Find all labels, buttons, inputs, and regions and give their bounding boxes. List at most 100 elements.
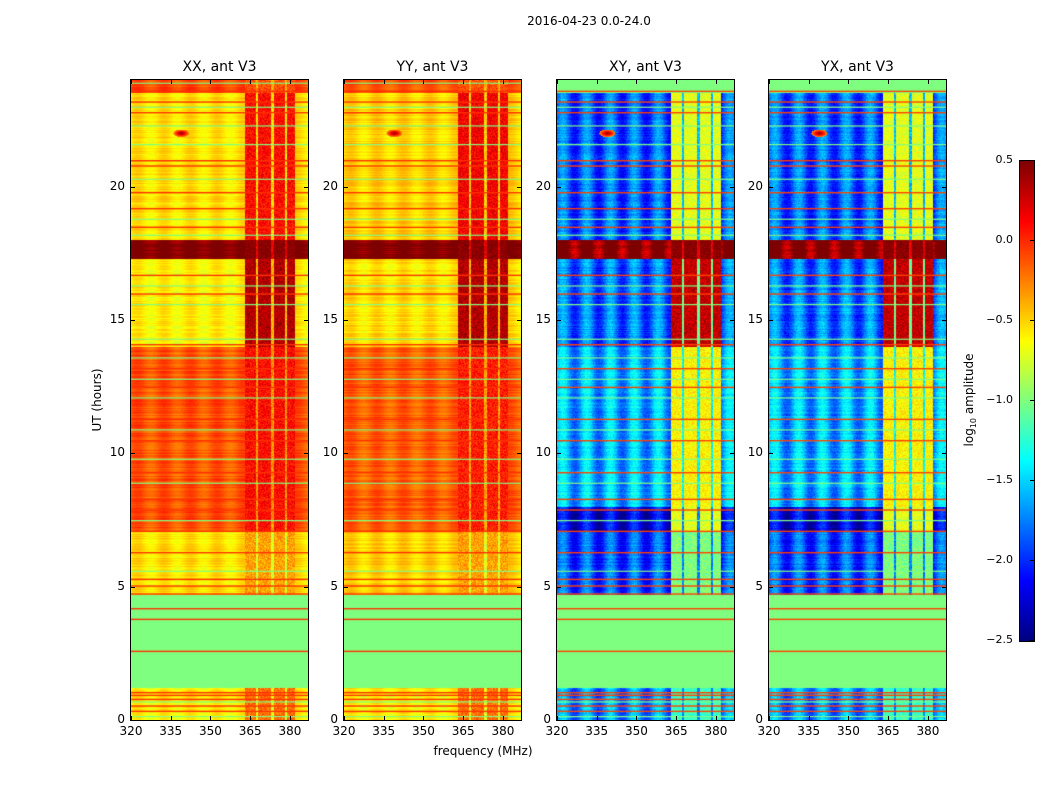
y-tick-mark (517, 186, 521, 188)
x-tick-label: 350 (199, 724, 222, 738)
panel-title: XY, ant V3 (609, 59, 682, 75)
x-tick-mark (502, 716, 504, 720)
x-tick-label: 380 (916, 724, 940, 738)
y-axis-label: UT (hours) (90, 368, 104, 432)
colorbar-tick-mark (1030, 480, 1034, 481)
y-tick-label: 20 (747, 178, 763, 193)
x-tick-mark (676, 80, 678, 84)
x-tick-mark (250, 716, 252, 720)
y-tick-label: 0 (330, 712, 338, 726)
panel-title: XX, ant V3 (182, 59, 257, 75)
x-tick-mark (715, 716, 717, 720)
x-tick-mark (210, 716, 212, 720)
x-tick-mark (170, 80, 172, 84)
colorbar-label: log10 amplitude (962, 354, 978, 447)
x-tick-label: 335 (372, 724, 396, 738)
x-tick-mark (769, 80, 770, 84)
y-tick-mark (942, 320, 946, 321)
x-tick-mark (463, 716, 465, 720)
figure-title: 2016-04-23 0.0-24.0 (527, 14, 651, 28)
heatmap-panel-xy (556, 79, 735, 721)
y-tick-label: 15 (322, 312, 338, 326)
y-tick-mark (769, 320, 773, 321)
colorbar-tick-label: 0.5 (995, 153, 1014, 166)
x-tick-mark (596, 80, 598, 84)
x-tick-mark (808, 80, 810, 84)
colorbar-tick-label: 0.0 (995, 233, 1014, 246)
x-tick-mark (170, 716, 172, 720)
y-tick-mark (131, 720, 135, 721)
y-tick-mark (344, 320, 348, 321)
y-tick-label: 15 (109, 312, 125, 326)
x-tick-label: 365 (876, 724, 900, 738)
y-tick-mark (304, 720, 308, 721)
x-tick-label: 335 (585, 724, 609, 738)
y-tick-mark (344, 720, 348, 721)
y-tick-mark (344, 453, 348, 455)
y-tick-label: 0 (543, 712, 551, 726)
x-tick-mark (289, 716, 291, 720)
colorbar-tick-mark (1030, 640, 1034, 641)
heatmap-panel-yy (343, 79, 522, 721)
y-tick-mark (730, 186, 734, 188)
x-tick-mark (715, 80, 717, 84)
colorbar-tick-mark (1030, 320, 1034, 321)
y-tick-mark (730, 453, 734, 455)
y-tick-mark (517, 586, 521, 588)
y-tick-mark (769, 186, 773, 188)
y-tick-mark (557, 586, 561, 588)
x-tick-label: 350 (625, 724, 648, 738)
x-tick-mark (344, 716, 345, 720)
colorbar-tick-mark (1030, 400, 1034, 401)
x-tick-mark (636, 716, 638, 720)
y-tick-mark (730, 586, 734, 588)
colorbar-tick-label: −2.5 (986, 633, 1013, 646)
y-tick-label: 0 (755, 712, 763, 726)
y-tick-mark (304, 186, 308, 188)
y-tick-label: 5 (330, 578, 338, 593)
x-tick-label: 320 (119, 724, 143, 738)
colorbar-label-base: 10 (969, 417, 979, 429)
y-tick-mark (730, 320, 734, 321)
x-axis-label: frequency (MHz) (433, 744, 533, 758)
y-tick-label: 15 (535, 312, 551, 326)
x-tick-mark (131, 716, 132, 720)
y-tick-mark (131, 186, 135, 188)
x-tick-mark (502, 80, 504, 84)
x-tick-mark (888, 80, 890, 84)
x-tick-label: 365 (451, 724, 475, 738)
colorbar-tick-mark (1030, 160, 1034, 161)
x-tick-mark (927, 716, 929, 720)
y-tick-label: 5 (543, 578, 551, 593)
x-tick-mark (289, 80, 291, 84)
x-tick-label: 365 (238, 724, 262, 738)
x-tick-mark (927, 80, 929, 84)
x-tick-label: 335 (159, 724, 183, 738)
y-tick-mark (942, 720, 946, 721)
y-tick-mark (131, 453, 135, 455)
y-tick-label: 10 (322, 445, 338, 460)
y-tick-mark (942, 586, 946, 588)
x-tick-mark (848, 80, 850, 84)
y-tick-mark (344, 186, 348, 188)
y-tick-label: 15 (747, 312, 763, 326)
y-tick-mark (942, 453, 946, 455)
heatmap-panel-yx (768, 79, 947, 721)
x-tick-mark (344, 80, 345, 84)
y-tick-label: 5 (117, 578, 125, 593)
colorbar-tick-label: −1.5 (986, 473, 1013, 486)
panel-title: YY, ant V3 (396, 59, 469, 75)
x-tick-label: 335 (797, 724, 821, 738)
x-tick-label: 380 (704, 724, 728, 738)
x-tick-mark (383, 716, 385, 720)
y-tick-mark (769, 586, 773, 588)
y-tick-mark (344, 586, 348, 588)
x-tick-mark (557, 716, 558, 720)
y-tick-mark (517, 453, 521, 455)
y-tick-mark (942, 186, 946, 188)
y-tick-label: 10 (747, 445, 763, 460)
colorbar-tick-label: −0.5 (986, 313, 1013, 326)
x-tick-mark (596, 716, 598, 720)
y-tick-label: 5 (755, 578, 763, 593)
y-tick-label: 0 (117, 712, 125, 726)
